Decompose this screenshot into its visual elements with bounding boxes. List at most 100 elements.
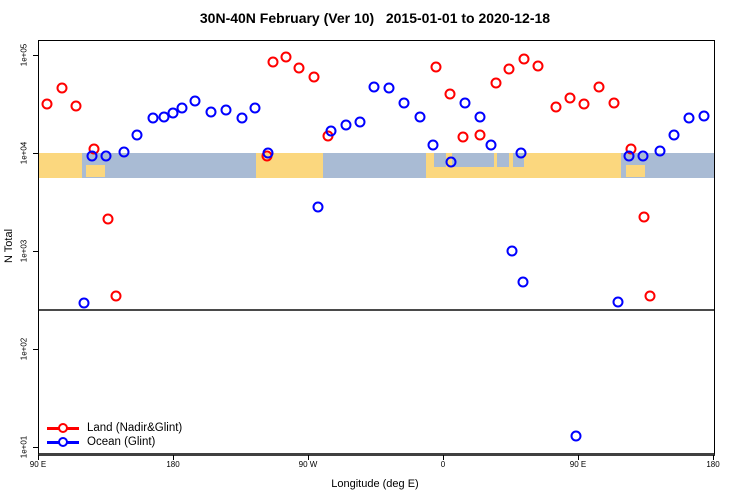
scatter-point-ocean bbox=[612, 296, 624, 308]
scatter-point-ocean bbox=[340, 119, 352, 131]
scatter-point-ocean bbox=[506, 245, 518, 257]
y-axis-title: N Total bbox=[3, 228, 15, 264]
scatter-point-ocean bbox=[147, 112, 159, 123]
scatter-point-ocean bbox=[167, 107, 179, 119]
scatter-point-ocean bbox=[368, 81, 380, 93]
scatter-point-ocean bbox=[683, 112, 695, 123]
scatter-point-land bbox=[593, 81, 605, 93]
scatter-point-ocean bbox=[176, 102, 188, 114]
scatter-point-ocean bbox=[637, 150, 649, 162]
map-band-sea-patch bbox=[496, 152, 509, 167]
scatter-point-ocean bbox=[698, 110, 710, 122]
legend-symbol bbox=[47, 436, 79, 449]
scatter-point-ocean bbox=[414, 111, 426, 123]
y-tick-label: 1e+02 bbox=[19, 337, 29, 361]
scatter-point-ocean bbox=[354, 116, 366, 128]
scatter-point-land bbox=[638, 211, 650, 223]
chart-title: 30N-40N February (Ver 10) 2015-01-01 to … bbox=[199, 10, 551, 26]
x-tick-label: 180 bbox=[166, 460, 180, 469]
x-tick-mark bbox=[713, 455, 714, 460]
scatter-point-ocean bbox=[474, 111, 486, 123]
scatter-point-ocean bbox=[623, 150, 635, 162]
scatter-point-ocean bbox=[383, 82, 395, 94]
scatter-point-land bbox=[280, 51, 292, 63]
scatter-point-land bbox=[457, 131, 469, 143]
scatter-point-ocean bbox=[485, 139, 497, 151]
scatter-point-land bbox=[430, 61, 442, 73]
reference-line bbox=[39, 308, 714, 311]
legend-label: Ocean (Glint) bbox=[87, 436, 156, 448]
scatter-point-land bbox=[503, 63, 515, 75]
map-band-island-patch bbox=[625, 165, 645, 177]
y-tick-mark bbox=[33, 152, 38, 154]
y-tick-mark bbox=[33, 54, 38, 56]
scatter-point-ocean bbox=[118, 146, 130, 158]
x-tick-mark bbox=[173, 455, 174, 460]
legend-marker-circle bbox=[58, 423, 68, 433]
scatter-point-land bbox=[474, 129, 486, 141]
x-tick-mark bbox=[308, 455, 309, 460]
legend-symbol bbox=[47, 422, 79, 435]
scatter-point-ocean bbox=[325, 125, 337, 137]
scatter-point-ocean bbox=[100, 150, 112, 162]
scatter-point-land bbox=[532, 60, 544, 72]
x-tick-mark bbox=[578, 455, 579, 460]
x-tick-mark bbox=[38, 455, 39, 460]
scatter-point-land bbox=[608, 97, 620, 109]
scatter-point-land bbox=[550, 101, 562, 113]
scatter-point-ocean bbox=[205, 106, 217, 118]
x-tick-label: 90 E bbox=[569, 460, 587, 469]
scatter-point-ocean bbox=[427, 139, 439, 151]
x-tick-mark bbox=[443, 455, 444, 460]
scatter-point-land bbox=[56, 82, 68, 94]
y-tick-label: 1e+05 bbox=[19, 43, 29, 66]
scatter-point-ocean bbox=[517, 276, 529, 288]
scatter-point-ocean bbox=[515, 147, 527, 159]
legend-label: Land (Nadir&Glint) bbox=[87, 422, 183, 434]
map-band-island-patch bbox=[85, 165, 105, 177]
scatter-point-ocean bbox=[312, 201, 324, 213]
scatter-point-ocean bbox=[445, 156, 457, 168]
x-tick-label: 90 W bbox=[298, 460, 318, 469]
y-tick-label: 1e+01 bbox=[19, 435, 29, 459]
y-tick-label: 1e+04 bbox=[19, 141, 29, 165]
y-tick-mark bbox=[33, 250, 38, 252]
map-band-ocean bbox=[322, 152, 426, 178]
legend-item-land: Land (Nadir&Glint) bbox=[47, 421, 182, 435]
legend-item-ocean: Ocean (Glint) bbox=[47, 435, 182, 449]
y-tick-mark bbox=[33, 447, 38, 449]
scatter-point-ocean bbox=[398, 97, 410, 109]
map-band-sea-patch bbox=[513, 152, 524, 167]
legend: Land (Nadir&Glint) Ocean (Glint) bbox=[47, 421, 182, 449]
scatter-point-land bbox=[41, 98, 53, 110]
plot-area: Land (Nadir&Glint) Ocean (Glint) bbox=[38, 40, 715, 456]
scatter-point-land bbox=[293, 62, 305, 74]
y-tick-label: 1e+03 bbox=[19, 239, 29, 263]
scatter-point-land bbox=[564, 92, 576, 104]
scatter-point-land bbox=[70, 100, 82, 112]
scatter-point-ocean bbox=[131, 129, 143, 141]
scatter-point-ocean bbox=[668, 129, 680, 141]
scatter-point-land bbox=[102, 213, 114, 225]
y-tick-mark bbox=[33, 349, 38, 350]
scatter-point-land bbox=[490, 77, 502, 89]
map-band-sea-patch bbox=[433, 152, 446, 167]
scatter-point-land bbox=[518, 53, 530, 65]
scatter-point-ocean bbox=[249, 102, 261, 114]
scatter-point-land bbox=[267, 56, 279, 68]
map-band-sea-patch bbox=[451, 152, 494, 167]
scatter-point-ocean bbox=[262, 147, 274, 159]
scatter-point-ocean bbox=[654, 145, 666, 157]
legend-marker-circle bbox=[58, 437, 68, 447]
scatter-point-land bbox=[308, 71, 320, 83]
scatter-point-ocean bbox=[220, 104, 232, 116]
scatter-point-ocean bbox=[459, 97, 471, 109]
scatter-point-ocean bbox=[189, 95, 201, 107]
x-tick-label: 0 bbox=[440, 460, 446, 469]
x-tick-label: 90 E bbox=[29, 460, 47, 469]
x-axis-title: Longitude (deg E) bbox=[331, 478, 419, 490]
scatter-point-land bbox=[444, 88, 456, 100]
scatter-point-land bbox=[644, 290, 656, 302]
x-tick-label: 180 bbox=[706, 460, 720, 469]
